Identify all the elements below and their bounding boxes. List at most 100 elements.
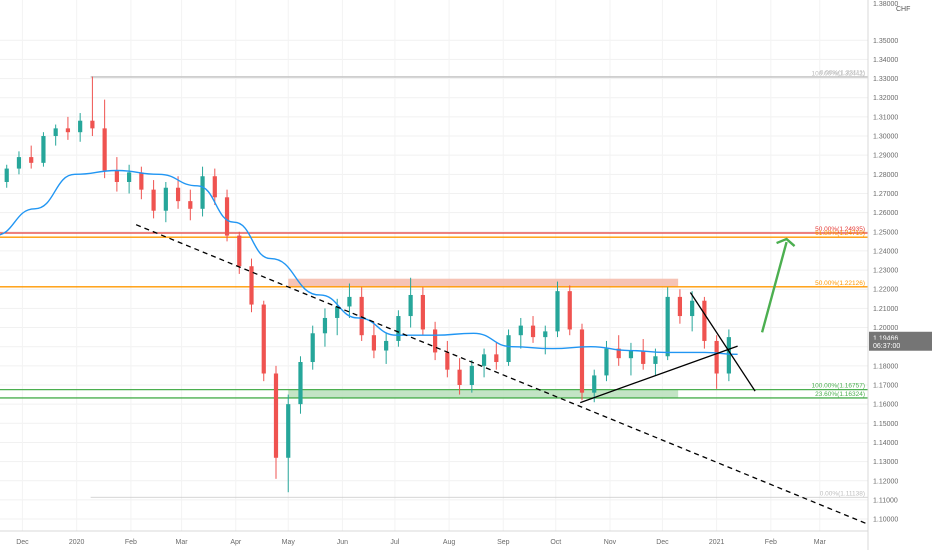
candle-body	[163, 187, 168, 211]
candle-body	[628, 350, 634, 359]
candle-body	[16, 157, 22, 169]
fib-labels: 0.00%(1.33111)100.00%(1.32442) 50.00%(1.2…	[812, 69, 866, 497]
candle-body	[579, 329, 585, 393]
trendline-2	[689, 292, 756, 392]
candle-body	[322, 317, 328, 334]
candle-body	[102, 128, 107, 171]
price-box-bg	[869, 331, 932, 343]
price-tick-label: 1.16000	[873, 402, 898, 409]
candle-body	[384, 340, 389, 351]
time-tick-label: Apr	[230, 539, 242, 546]
candle-body	[445, 352, 450, 370]
candle-body	[261, 304, 266, 374]
support-zone	[288, 389, 679, 399]
candle-body	[310, 333, 315, 363]
candle-body	[249, 266, 254, 305]
candle-body	[335, 306, 340, 318]
time-tick-label: Mar	[176, 539, 189, 546]
candle-body	[347, 296, 352, 307]
time-tick-label: Aug	[443, 539, 456, 546]
candle-body	[65, 128, 71, 133]
candle-body	[359, 296, 364, 336]
candle-body	[702, 300, 707, 341]
price-axis-labels: 1.35000 1.34000 1.33000 1.32000 1.31000 1.300…	[873, 1, 898, 524]
price-tick-label: 1.28000	[873, 172, 898, 179]
candle-body	[127, 172, 132, 182]
candle-body	[151, 189, 156, 211]
candle-body	[200, 176, 205, 209]
price-tick-label: 1.20000	[873, 325, 898, 332]
candle-body	[567, 291, 572, 330]
candle-body	[518, 325, 523, 336]
candle-body	[237, 235, 242, 267]
candle-body	[494, 354, 499, 363]
candle-body	[224, 197, 230, 236]
current-price-label: 1.19466	[873, 335, 898, 342]
price-tick-label: 1.14000	[873, 440, 898, 447]
candle-body	[433, 329, 438, 353]
candle-body	[286, 404, 291, 458]
price-tick-label: 1.13000	[873, 459, 898, 466]
candle-body	[408, 294, 413, 317]
time-tick-label: Oct	[550, 539, 561, 546]
candle-body	[469, 365, 474, 385]
time-tick-label: May	[282, 539, 296, 546]
dashed-trendline	[135, 224, 868, 525]
grid	[0, 0, 868, 531]
candle-body	[139, 172, 144, 190]
candle-body	[29, 157, 34, 163]
price-tick-label: 1.32000	[873, 95, 898, 102]
price-tick-label: 1.22000	[873, 287, 898, 294]
price-tick-label: 1.12000	[873, 478, 898, 485]
candle-body	[726, 337, 731, 374]
fib-label: 100.00%(1.32442)	[812, 71, 866, 78]
candle-body	[604, 348, 609, 376]
candle-body	[175, 187, 181, 202]
candle-body	[592, 375, 597, 393]
price-tick-label: 1.38000	[873, 1, 898, 8]
candle-body	[543, 331, 548, 338]
time-tick-label: Feb	[765, 539, 777, 546]
candle-body	[53, 128, 58, 137]
time-tick-label: 2020	[69, 539, 85, 546]
fib-label: 100.00%(1.16757)	[812, 383, 866, 390]
candle-body	[41, 136, 46, 163]
fib-label: 0.00%(1.33111)	[820, 69, 865, 76]
price-tick-label: 1.29000	[873, 153, 898, 160]
candle-body	[396, 316, 401, 341]
fib-lines	[0, 76, 868, 498]
axes	[0, 0, 869, 550]
price-tick-label: 1.15000	[873, 421, 898, 428]
forecast-arrow-head	[776, 237, 796, 247]
candle-body	[677, 296, 683, 317]
fib-label: 0.00%(1.11138)	[820, 490, 865, 497]
candle-body	[665, 296, 670, 357]
currency-label: CHF	[896, 6, 910, 13]
time-tick-label: Nov	[604, 539, 617, 546]
time-tick-label: Jul	[390, 539, 399, 546]
time-tick-label: Feb	[125, 539, 137, 546]
candle-body	[555, 291, 560, 332]
price-tick-label: 1.34000	[873, 57, 898, 64]
forecast-arrow-shaft	[760, 241, 788, 333]
countdown-label: 06:37:00	[873, 343, 900, 350]
price-tick-label: 1.17000	[873, 382, 898, 389]
time-tick-label: Jun	[337, 539, 348, 546]
candle-body	[616, 348, 621, 359]
candle-body	[714, 340, 719, 374]
time-tick-label: Dec	[656, 539, 669, 546]
price-tick-label: 1.31000	[873, 114, 898, 121]
resistance-zone	[288, 278, 679, 287]
candle-body	[481, 354, 487, 366]
candle-body	[530, 325, 536, 338]
price-tick-label: 1.11000	[873, 497, 898, 504]
candle-body	[90, 120, 95, 129]
candle-body	[298, 362, 303, 405]
candle-body	[641, 350, 646, 364]
candle-body	[188, 201, 193, 209]
price-tick-label: 1.24000	[873, 248, 898, 255]
forecast-arrow	[760, 237, 796, 333]
price-tick-label: 1.10000	[873, 517, 898, 524]
